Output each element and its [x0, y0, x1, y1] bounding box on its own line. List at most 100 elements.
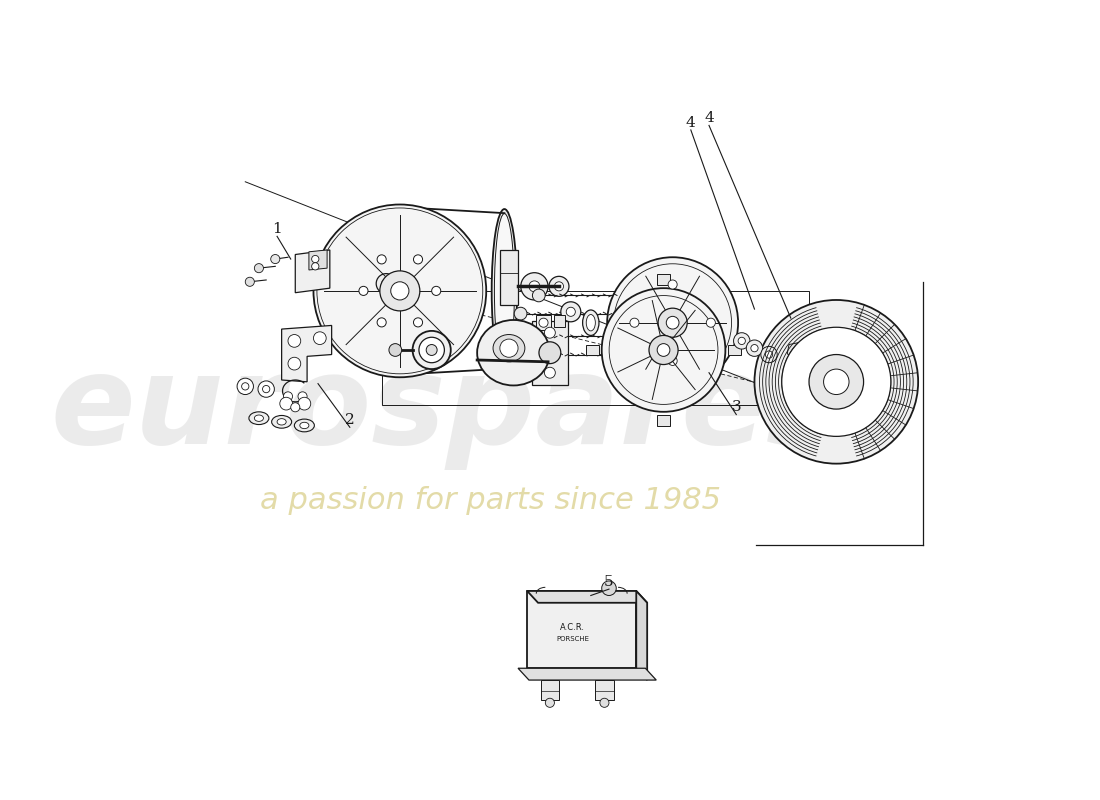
- Ellipse shape: [295, 419, 315, 432]
- Circle shape: [658, 308, 688, 338]
- Circle shape: [600, 698, 609, 707]
- Circle shape: [271, 254, 279, 264]
- Bar: [536, 315, 551, 330]
- Ellipse shape: [272, 415, 292, 428]
- Circle shape: [514, 307, 527, 320]
- Bar: [541, 680, 559, 700]
- Circle shape: [706, 318, 715, 327]
- Circle shape: [314, 205, 486, 378]
- Ellipse shape: [492, 209, 517, 373]
- Ellipse shape: [529, 281, 540, 292]
- Circle shape: [761, 346, 778, 362]
- Text: 5: 5: [604, 575, 614, 589]
- Circle shape: [290, 402, 300, 412]
- Circle shape: [389, 344, 402, 356]
- Text: 4: 4: [704, 111, 714, 125]
- Circle shape: [544, 367, 556, 378]
- Circle shape: [668, 356, 678, 366]
- Circle shape: [539, 318, 548, 327]
- Text: 3: 3: [732, 400, 741, 414]
- Circle shape: [379, 271, 420, 311]
- Bar: [657, 274, 670, 285]
- Circle shape: [376, 274, 396, 294]
- Circle shape: [824, 369, 849, 394]
- Circle shape: [755, 300, 918, 464]
- Circle shape: [314, 332, 327, 345]
- Circle shape: [808, 354, 864, 409]
- Text: A.C.R.: A.C.R.: [560, 623, 585, 632]
- Ellipse shape: [493, 334, 525, 362]
- Text: 1: 1: [272, 222, 282, 236]
- Circle shape: [602, 288, 725, 412]
- Circle shape: [359, 286, 369, 295]
- Circle shape: [258, 381, 274, 398]
- Circle shape: [561, 302, 581, 322]
- Circle shape: [311, 255, 319, 262]
- Ellipse shape: [477, 320, 550, 386]
- Ellipse shape: [426, 345, 437, 355]
- Text: a passion for parts since 1985: a passion for parts since 1985: [261, 486, 722, 514]
- Polygon shape: [788, 342, 804, 359]
- Circle shape: [238, 378, 253, 394]
- Ellipse shape: [586, 314, 595, 331]
- Text: eurospares: eurospares: [51, 349, 840, 470]
- Polygon shape: [554, 315, 565, 327]
- Circle shape: [546, 698, 554, 707]
- Circle shape: [746, 340, 762, 356]
- Circle shape: [566, 307, 575, 316]
- Ellipse shape: [412, 331, 451, 369]
- Ellipse shape: [249, 412, 268, 425]
- Bar: [728, 345, 740, 355]
- Circle shape: [649, 335, 678, 365]
- Circle shape: [390, 282, 409, 300]
- Ellipse shape: [300, 422, 309, 429]
- Polygon shape: [499, 250, 518, 305]
- Circle shape: [242, 382, 249, 390]
- Ellipse shape: [583, 310, 600, 335]
- Circle shape: [544, 327, 556, 338]
- Circle shape: [382, 279, 390, 288]
- Circle shape: [392, 294, 399, 302]
- Circle shape: [514, 330, 527, 342]
- Circle shape: [377, 318, 386, 327]
- Ellipse shape: [554, 282, 563, 291]
- Circle shape: [532, 289, 546, 302]
- Polygon shape: [518, 668, 657, 680]
- Circle shape: [245, 278, 254, 286]
- Ellipse shape: [520, 273, 548, 300]
- Ellipse shape: [494, 214, 515, 368]
- Circle shape: [499, 339, 518, 358]
- Circle shape: [431, 286, 441, 295]
- Circle shape: [254, 264, 263, 273]
- Polygon shape: [636, 591, 647, 680]
- Polygon shape: [309, 250, 327, 270]
- Circle shape: [528, 348, 540, 361]
- Polygon shape: [527, 591, 636, 668]
- Bar: [586, 345, 600, 355]
- Circle shape: [667, 316, 679, 329]
- Circle shape: [751, 345, 758, 352]
- Circle shape: [782, 327, 891, 436]
- Ellipse shape: [277, 418, 286, 425]
- Circle shape: [734, 333, 750, 349]
- Text: 4: 4: [686, 116, 695, 130]
- Circle shape: [311, 262, 319, 270]
- Circle shape: [288, 334, 300, 347]
- Circle shape: [386, 289, 405, 307]
- Bar: [657, 415, 670, 426]
- Polygon shape: [282, 326, 331, 382]
- Circle shape: [377, 255, 386, 264]
- Circle shape: [414, 318, 422, 327]
- Circle shape: [630, 318, 639, 327]
- Polygon shape: [527, 591, 647, 602]
- Circle shape: [288, 358, 300, 370]
- Circle shape: [607, 258, 738, 388]
- Circle shape: [279, 398, 293, 410]
- Circle shape: [298, 392, 307, 401]
- Circle shape: [668, 280, 678, 289]
- Ellipse shape: [549, 276, 569, 296]
- Polygon shape: [295, 250, 330, 293]
- Circle shape: [602, 581, 616, 595]
- Circle shape: [263, 386, 270, 393]
- Circle shape: [738, 338, 746, 345]
